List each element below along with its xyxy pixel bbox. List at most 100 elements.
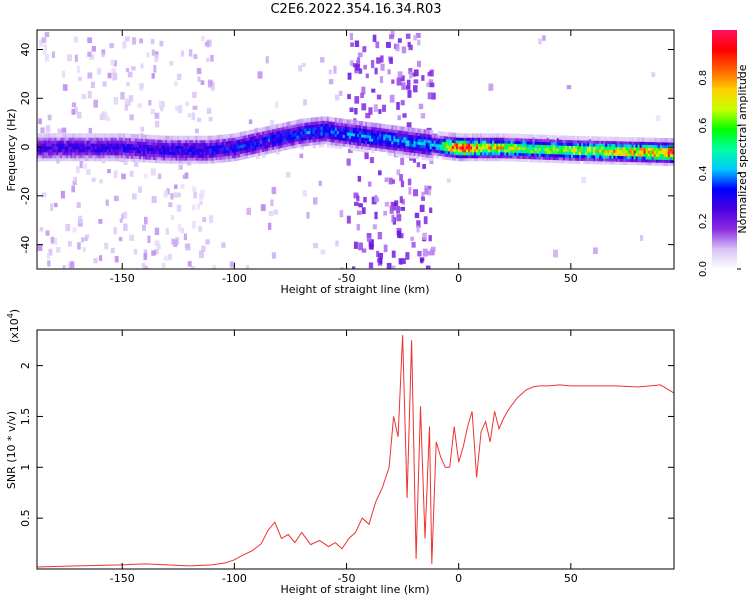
spectrogram-cell — [496, 156, 500, 162]
spectrogram-cell — [472, 153, 476, 159]
spectrogram-cell — [356, 141, 361, 146]
spectrogram-cell — [373, 143, 377, 148]
spectrogram-cell — [99, 255, 103, 262]
spectrogram-cell — [597, 156, 601, 162]
spectrogram-cell — [157, 149, 161, 155]
spectrogram-cell — [225, 157, 230, 163]
spectrogram-cell — [191, 144, 195, 149]
spectrogram-cell — [488, 133, 492, 138]
spectrogram-cell — [671, 149, 674, 155]
spectrogram-cell — [48, 133, 52, 138]
spectrogram-cell — [299, 153, 304, 159]
spectrogram-x-tick-label: -150 — [110, 272, 135, 285]
spectrogram-cell — [609, 160, 613, 165]
spectrogram-cell — [130, 136, 135, 142]
spectrogram-cell — [413, 128, 417, 133]
spectrogram-cell — [605, 160, 609, 165]
spectrogram-cell — [114, 153, 119, 159]
spectrogram-cell — [603, 159, 607, 165]
spectrogram-cell — [476, 142, 480, 147]
spectrogram-cell — [358, 203, 363, 208]
spectrogram-cell — [429, 130, 434, 135]
spectrogram-x-ticks: -150 -100 -50 0 50 — [110, 30, 578, 285]
spectrogram-cell — [86, 133, 90, 138]
spectrogram-cell — [429, 144, 434, 150]
spectrogram-cell — [189, 144, 193, 149]
spectrogram-cell — [179, 144, 183, 149]
spectrogram-cell — [550, 138, 555, 143]
spectrogram-cell — [395, 146, 399, 151]
spectrogram-cell — [486, 147, 490, 153]
spectrogram-cell — [494, 145, 498, 150]
spectrogram-cell — [431, 136, 436, 141]
spectrogram-cell — [453, 141, 458, 147]
spectrogram-cell — [50, 150, 54, 156]
spectrogram-cell — [365, 133, 369, 138]
spectrogram-cell — [605, 139, 609, 144]
spectrogram-cell — [524, 134, 528, 139]
spectrogram-cell — [312, 117, 317, 122]
spectrogram-cell — [153, 158, 157, 163]
spectrogram-cell — [395, 134, 399, 139]
spectrogram-cell — [44, 139, 48, 144]
spectrogram-cell — [270, 119, 275, 127]
spectrogram-cell — [50, 147, 54, 153]
spectrogram-cell — [550, 135, 555, 140]
spectrogram-cell — [449, 155, 454, 161]
spectrogram-cell — [421, 191, 425, 200]
spectrogram-cell — [258, 130, 262, 136]
spectrogram-cell — [593, 159, 597, 165]
spectrogram-cell — [200, 35, 205, 42]
spectrogram-cell — [601, 151, 605, 156]
spectrogram-cell — [419, 146, 424, 151]
spectrogram-cell — [637, 157, 642, 163]
spectrogram-cell — [284, 131, 288, 136]
spectrogram-cell — [153, 149, 157, 155]
spectrogram-cell — [342, 142, 347, 147]
spectrogram-cell — [156, 243, 161, 250]
spectrogram-cell — [405, 33, 411, 39]
spectrogram-cell — [72, 133, 76, 138]
spectrogram-cell — [387, 124, 391, 130]
spectrogram-cell — [102, 142, 107, 147]
spectrogram-cell — [126, 136, 131, 142]
spectrogram-cell — [390, 30, 395, 38]
spectrogram-cell — [419, 140, 424, 146]
spectrogram-cell — [203, 159, 208, 164]
spectrogram-cell — [373, 128, 377, 134]
spectrogram-cell — [167, 150, 171, 155]
spectrogram-cell — [176, 73, 182, 81]
spectrogram-cell — [568, 150, 573, 155]
spectrogram-cell — [225, 145, 230, 151]
spectrogram-cell — [122, 211, 128, 219]
spectrogram-cell — [302, 190, 307, 197]
spectrogram-cell — [165, 144, 169, 149]
spectrogram-cell — [110, 147, 115, 153]
spectrogram-cell — [376, 57, 381, 64]
spectrogram-cell — [613, 160, 617, 165]
spectrogram-cell — [300, 139, 304, 144]
spectrogram-cell — [96, 145, 101, 150]
spectrogram-cell — [176, 192, 181, 198]
spectrogram-cell — [306, 141, 310, 146]
spectrogram-cell — [397, 126, 401, 131]
spectrogram-cell — [581, 156, 585, 161]
spectrogram-cell — [595, 142, 599, 147]
spectrogram-cell — [174, 106, 179, 111]
spectrogram-cell — [585, 150, 589, 156]
spectrogram-cell — [304, 132, 308, 138]
spectrogram-cell — [587, 147, 591, 153]
spectrogram-cell — [637, 140, 642, 145]
colorbar-tick-label: 0.8 — [698, 70, 709, 86]
spectrogram-cell — [572, 153, 577, 158]
spectrogram-cell — [209, 135, 214, 141]
spectrogram-cell — [552, 143, 557, 149]
spectrogram-cell — [587, 139, 591, 144]
spectrogram-cell — [367, 181, 372, 187]
spectrogram-cell — [304, 124, 308, 129]
spectrogram-cell — [379, 138, 383, 143]
spectrogram-cell — [492, 133, 496, 138]
spectrogram-cell — [286, 127, 290, 133]
spectrogram-cell — [399, 146, 403, 152]
spectrogram-cell — [169, 156, 173, 161]
